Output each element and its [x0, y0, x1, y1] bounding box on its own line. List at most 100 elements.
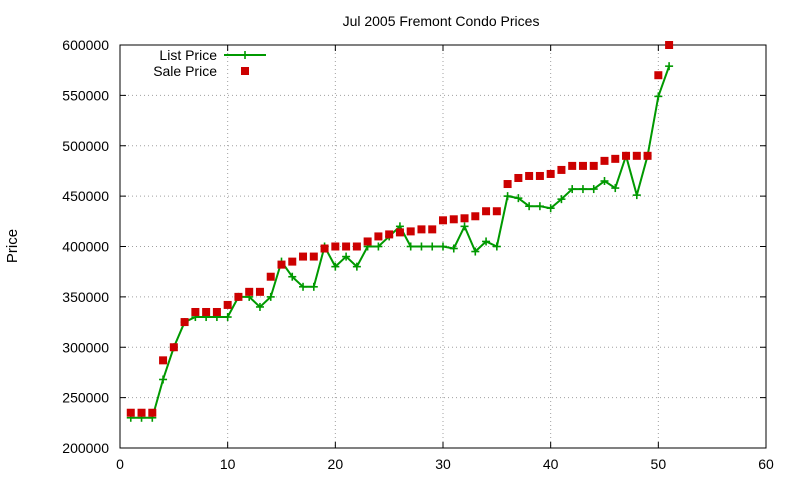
y-tick-label: 550000	[62, 87, 109, 103]
list-price-point	[331, 262, 340, 271]
y-axis-label: Price	[4, 229, 21, 263]
sale-price-point	[439, 216, 447, 225]
sale-price-point	[471, 212, 480, 221]
list-price-point	[514, 194, 523, 203]
sale-price-point	[202, 307, 211, 316]
y-tick-label: 450000	[62, 188, 109, 204]
y-tick-label: 350000	[62, 289, 109, 305]
list-price-point	[449, 244, 458, 253]
sale-price-point	[363, 237, 372, 246]
sale-price-point	[223, 300, 232, 309]
sale-price-point	[632, 151, 641, 160]
y-tick-label: 200000	[62, 440, 109, 456]
list-price-line	[130, 65, 671, 419]
sale-price-point	[255, 287, 264, 296]
sale-price-series	[126, 41, 674, 417]
y-tick-label: 250000	[62, 390, 109, 406]
sale-price-point	[169, 343, 178, 352]
series-layer	[126, 41, 674, 422]
list-price-point	[299, 282, 308, 291]
x-tick-label: 30	[435, 456, 451, 472]
list-price-point	[600, 177, 609, 186]
legend-item-list-price: List Price	[159, 47, 266, 63]
sale-price-point	[492, 207, 501, 216]
sale-price-point	[352, 242, 361, 251]
list-price-point	[611, 184, 620, 193]
sale-price-point	[385, 230, 394, 239]
sale-price-point	[535, 171, 544, 180]
list-price-point	[568, 185, 577, 194]
sale-price-point	[212, 307, 221, 316]
sale-price-point	[589, 161, 598, 170]
x-tick-label: 40	[543, 456, 559, 472]
list-price-point	[439, 242, 447, 251]
sale-price-point	[665, 41, 674, 49]
list-price-point	[503, 192, 512, 201]
sale-price-point	[266, 272, 275, 281]
list-price-point	[589, 185, 598, 194]
list-price-point	[309, 282, 318, 291]
sale-price-point	[546, 169, 555, 178]
legend-swatch-marker	[241, 51, 249, 59]
sale-price-point	[159, 356, 168, 365]
sale-price-point	[320, 244, 329, 253]
sale-price-point	[234, 292, 243, 301]
list-price-point	[406, 242, 415, 251]
list-price-point	[665, 62, 674, 71]
sale-price-point	[299, 252, 308, 261]
sale-price-point	[514, 173, 523, 182]
sale-price-point	[288, 257, 297, 266]
list-price-point	[546, 204, 555, 213]
list-price-point	[159, 375, 168, 384]
sale-price-point	[148, 408, 157, 417]
sale-price-point	[622, 151, 631, 160]
legend-swatch-marker	[241, 67, 249, 75]
y-tick-label: 500000	[62, 138, 109, 154]
sale-price-point	[525, 171, 534, 180]
x-tick-label: 60	[758, 456, 774, 472]
list-price-point	[557, 195, 566, 204]
y-tick-label: 300000	[62, 339, 109, 355]
legend-label: Sale Price	[153, 63, 217, 79]
list-price-point	[428, 242, 437, 251]
list-price-point	[632, 191, 641, 200]
list-price-point	[342, 252, 351, 261]
sale-price-point	[417, 225, 426, 234]
list-price-point	[654, 92, 663, 101]
list-price-point	[255, 302, 264, 311]
sale-price-point	[137, 408, 146, 417]
legend-item-sale-price: Sale Price	[153, 63, 249, 79]
list-price-point	[417, 242, 426, 251]
list-price-point	[492, 242, 501, 251]
list-price-point	[374, 242, 383, 251]
list-price-series	[126, 62, 674, 422]
list-price-point	[288, 272, 297, 281]
x-tick-label: 50	[651, 456, 667, 472]
sale-price-point	[309, 252, 318, 261]
sale-price-point	[449, 215, 458, 224]
sale-price-point	[180, 318, 189, 327]
sale-price-point	[245, 287, 254, 296]
x-tick-label: 0	[116, 456, 124, 472]
legend-label: List Price	[159, 47, 217, 63]
sale-price-point	[126, 408, 135, 417]
sale-price-point	[503, 180, 512, 189]
sale-price-point	[428, 225, 437, 234]
sale-price-point	[277, 260, 286, 269]
sale-price-point	[406, 227, 415, 236]
list-price-point	[352, 262, 361, 271]
y-tick-label: 400000	[62, 239, 109, 255]
list-price-point	[460, 222, 469, 231]
chart-title: Jul 2005 Fremont Condo Prices	[343, 13, 540, 29]
sale-price-point	[374, 232, 383, 241]
sale-price-point	[191, 307, 200, 316]
y-tick-label: 600000	[62, 37, 109, 53]
sale-price-point	[482, 207, 491, 216]
list-price-point	[482, 237, 491, 246]
sale-price-point	[611, 154, 620, 163]
x-tick-label: 20	[328, 456, 344, 472]
sale-price-point	[600, 156, 609, 165]
list-price-point	[223, 313, 232, 322]
